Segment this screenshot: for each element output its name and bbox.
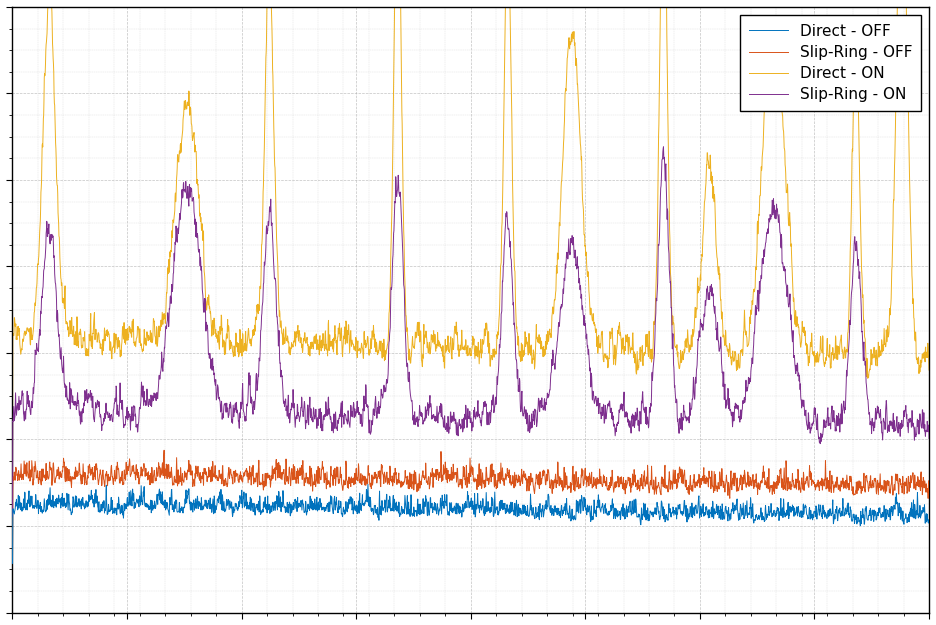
Slip-Ring - ON <box>658 143 669 151</box>
Direct - OFF <box>111 504 123 512</box>
Direct - ON <box>807 349 818 356</box>
Slip-Ring - OFF <box>399 478 410 486</box>
Direct - OFF <box>807 516 818 524</box>
Slip-Ring - ON <box>166 288 177 296</box>
Slip-Ring - OFF <box>358 478 370 486</box>
Direct - OFF <box>358 502 370 509</box>
Direct - ON <box>7 472 18 479</box>
Direct - ON <box>924 366 935 374</box>
Slip-Ring - OFF <box>111 467 123 474</box>
Direct - OFF <box>362 481 373 488</box>
Line: Slip-Ring - ON: Slip-Ring - ON <box>12 147 929 516</box>
Slip-Ring - OFF <box>7 556 18 563</box>
Line: Slip-Ring - OFF: Slip-Ring - OFF <box>12 450 929 559</box>
Legend: Direct - OFF, Slip-Ring - OFF, Direct - ON, Slip-Ring - ON: Direct - OFF, Slip-Ring - OFF, Direct - … <box>740 14 921 111</box>
Slip-Ring - ON <box>398 281 409 289</box>
Slip-Ring - ON <box>358 392 370 399</box>
Slip-Ring - OFF <box>166 469 177 477</box>
Direct - ON <box>111 341 123 348</box>
Direct - OFF <box>399 508 410 516</box>
Slip-Ring - ON <box>906 423 917 431</box>
Slip-Ring - OFF <box>924 486 935 494</box>
Direct - OFF <box>166 487 177 494</box>
Slip-Ring - ON <box>111 411 123 418</box>
Slip-Ring - ON <box>7 512 18 520</box>
Direct - ON <box>166 244 177 251</box>
Slip-Ring - ON <box>807 421 818 429</box>
Direct - OFF <box>7 559 18 567</box>
Direct - ON <box>399 235 410 242</box>
Line: Direct - OFF: Direct - OFF <box>12 484 929 563</box>
Slip-Ring - OFF <box>906 479 917 486</box>
Line: Direct - ON: Direct - ON <box>12 0 929 476</box>
Direct - OFF <box>924 519 935 527</box>
Slip-Ring - OFF <box>158 446 169 454</box>
Slip-Ring - ON <box>924 435 935 442</box>
Slip-Ring - OFF <box>807 478 818 485</box>
Direct - OFF <box>906 504 917 512</box>
Direct - ON <box>358 329 370 337</box>
Direct - ON <box>906 246 917 253</box>
